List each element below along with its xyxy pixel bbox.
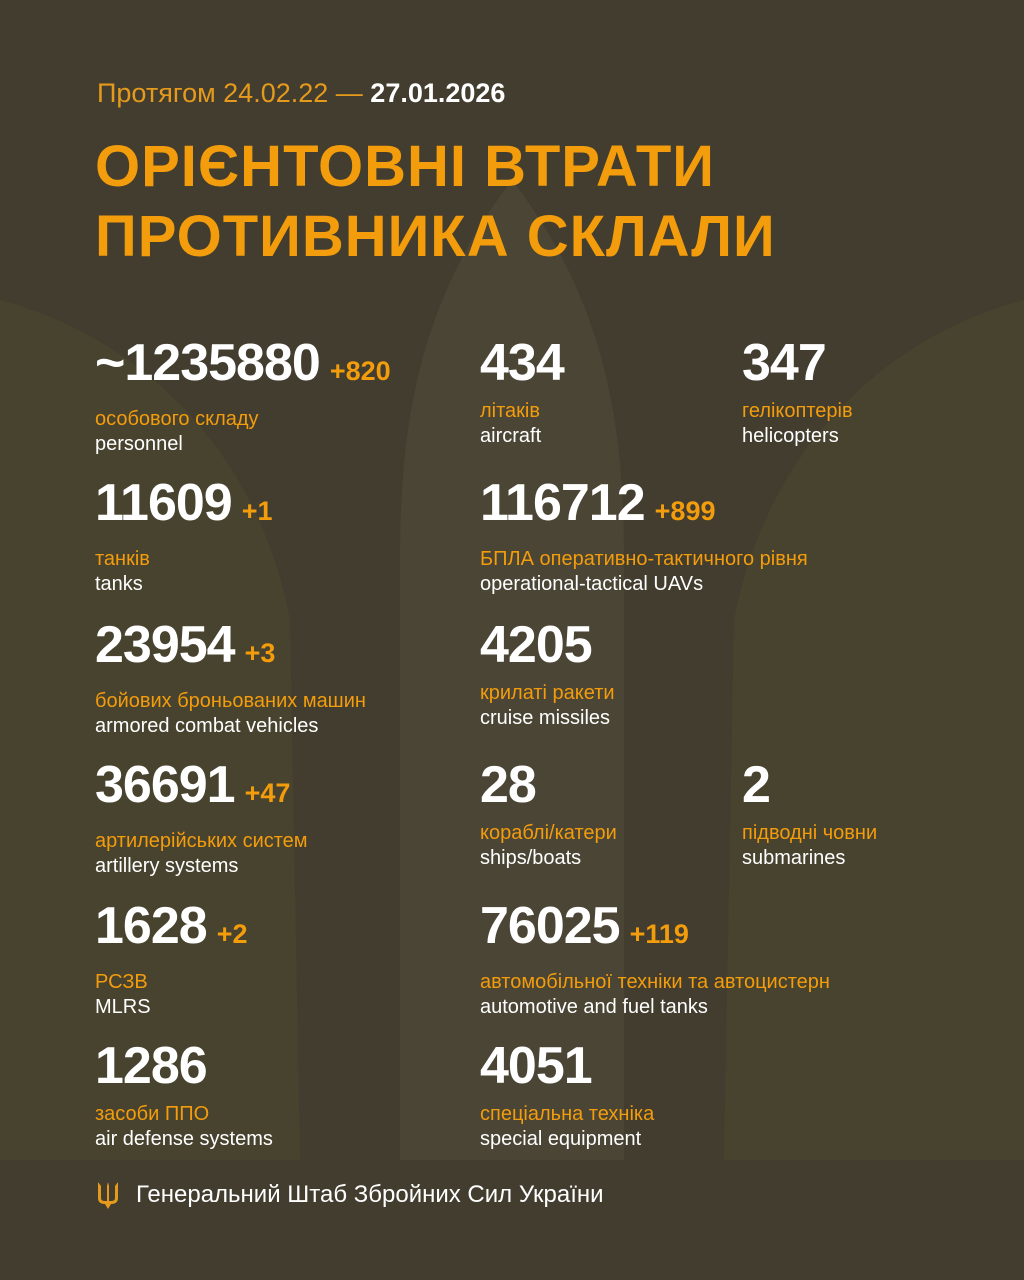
stat-operational-tactical-uavs: 116712 +899 БПЛА оперативно-тактичного рів… xyxy=(480,475,808,597)
value: 28 xyxy=(480,756,537,814)
value: 76025 xyxy=(480,897,621,955)
stat-helicopters: 347 гелікоптерів helicopters xyxy=(742,335,853,449)
label-ukrainian: бойових броньованих машин xyxy=(95,690,366,712)
stat-personnel: ~1235880 +820 особового складу personnel xyxy=(95,335,391,457)
daily-delta: +899 xyxy=(654,496,716,526)
stat-value: 347 xyxy=(742,335,853,391)
label-ukrainian: літаків xyxy=(480,400,540,422)
stat-artillery-systems: 36691 +47 артилерійських систем artillery s… xyxy=(95,757,308,879)
stat-value: 11609 +1 xyxy=(95,475,273,539)
label-ukrainian: артилерійських систем xyxy=(95,830,308,852)
label-english: helicopters xyxy=(742,425,839,447)
label-english: special equipment xyxy=(480,1128,642,1150)
label-ukrainian: гелікоптерів xyxy=(742,400,853,422)
label-ukrainian: підводні човни xyxy=(742,822,878,844)
daily-delta: +119 xyxy=(629,919,689,949)
label-ukrainian: танків xyxy=(95,548,150,570)
value: 2 xyxy=(742,756,771,814)
daily-delta: +2 xyxy=(216,919,248,949)
stat-value: 1628 +2 xyxy=(95,898,247,962)
daily-delta: +1 xyxy=(241,496,273,526)
label-ukrainian: автомобільної техніки та автоцистерн xyxy=(480,971,830,993)
stat-value: 36691 +47 xyxy=(95,757,308,821)
value: 1286 xyxy=(95,1037,208,1095)
stat-value: 76025 +119 xyxy=(480,898,830,962)
label-english: aircraft xyxy=(480,425,542,447)
label-ukrainian: БПЛА оперативно-тактичного рівня xyxy=(480,548,808,570)
label-english: automotive and fuel tanks xyxy=(480,996,708,1018)
daily-delta: +3 xyxy=(244,638,276,668)
label-english: tanks xyxy=(95,573,143,595)
page-title: ОРІЄНТОВНІ ВТРАТИ ПРОТИВНИКА СКЛАЛИ xyxy=(95,132,776,272)
value: ~1235880 xyxy=(95,334,321,392)
value: 11609 xyxy=(95,474,233,532)
value: 434 xyxy=(480,334,565,392)
stat-value: 4205 xyxy=(480,617,615,673)
value: 4205 xyxy=(480,616,593,674)
stat-value: 116712 +899 xyxy=(480,475,808,539)
daily-delta: +820 xyxy=(329,356,391,386)
value: 116712 xyxy=(480,474,646,532)
value: 1628 xyxy=(95,897,208,955)
footer: Генеральний Штаб Збройних Сил України xyxy=(96,1180,604,1210)
stat-value: 28 xyxy=(480,757,617,813)
stat-ships-boats: 28 кораблі/катери ships/boats xyxy=(480,757,617,871)
label-english: air defense systems xyxy=(95,1128,273,1150)
title-line-1: ОРІЄНТОВНІ ВТРАТИ xyxy=(95,134,715,199)
period-end: 27.01.2026 xyxy=(370,78,506,108)
value: 23954 xyxy=(95,616,236,674)
stat-armored-combat-vehicles: 23954 +3 бойових броньованих машин armored … xyxy=(95,617,366,739)
period-start: Протягом 24.02.22 — xyxy=(97,78,363,108)
label-english: artillery systems xyxy=(95,855,239,877)
label-ukrainian: засоби ППО xyxy=(95,1103,210,1125)
label-english: MLRS xyxy=(95,996,151,1018)
daily-delta: +47 xyxy=(244,778,291,808)
title-line-2: ПРОТИВНИКА СКЛАЛИ xyxy=(95,204,776,269)
label-ukrainian: особового складу xyxy=(95,408,259,430)
label-english: ships/boats xyxy=(480,847,582,869)
stat-submarines: 2 підводні човни submarines xyxy=(742,757,877,871)
label-english: cruise missiles xyxy=(480,707,611,729)
stat-value: 4051 xyxy=(480,1038,654,1094)
stat-value: 2 xyxy=(742,757,877,813)
stat-air-defense-systems: 1286 засоби ППО air defense systems xyxy=(95,1038,273,1152)
label-ukrainian: РСЗВ xyxy=(95,971,148,993)
label-english: personnel xyxy=(95,433,183,455)
stat-cruise-missiles: 4205 крилаті ракети cruise missiles xyxy=(480,617,615,731)
stat-automotive-and-fuel-tanks: 76025 +119 автомобільної техніки та автоци… xyxy=(480,898,830,1020)
stat-tanks: 11609 +1 танків tanks xyxy=(95,475,273,597)
label-ukrainian: спеціальна техніка xyxy=(480,1103,655,1125)
label-english: operational-tactical UAVs xyxy=(480,573,704,595)
label-english: armored combat vehicles xyxy=(95,715,319,737)
stat-special-equipment: 4051 спеціальна техніка special equipment xyxy=(480,1038,654,1152)
stat-value: 434 xyxy=(480,334,565,392)
organization-name: Генеральний Штаб Збройних Сил України xyxy=(136,1181,604,1208)
label-ukrainian: кораблі/катери xyxy=(480,822,617,844)
stat-aircraft: 434 літаків aircraft xyxy=(480,334,565,449)
label-english: submarines xyxy=(742,847,846,869)
trident-icon xyxy=(98,1182,118,1209)
period-subtitle: Протягом 24.02.22 — 27.01.2026 xyxy=(97,78,505,109)
value: 347 xyxy=(742,334,827,392)
stat-mlrs: 1628 +2 РСЗВ MLRS xyxy=(95,898,247,1020)
stat-value: 1286 xyxy=(95,1038,273,1094)
value: 4051 xyxy=(480,1037,593,1095)
value: 36691 xyxy=(95,756,236,814)
label-ukrainian: крилаті ракети xyxy=(480,682,615,704)
stat-value: ~1235880 +820 xyxy=(95,335,391,399)
stat-value: 23954 +3 xyxy=(95,617,366,681)
